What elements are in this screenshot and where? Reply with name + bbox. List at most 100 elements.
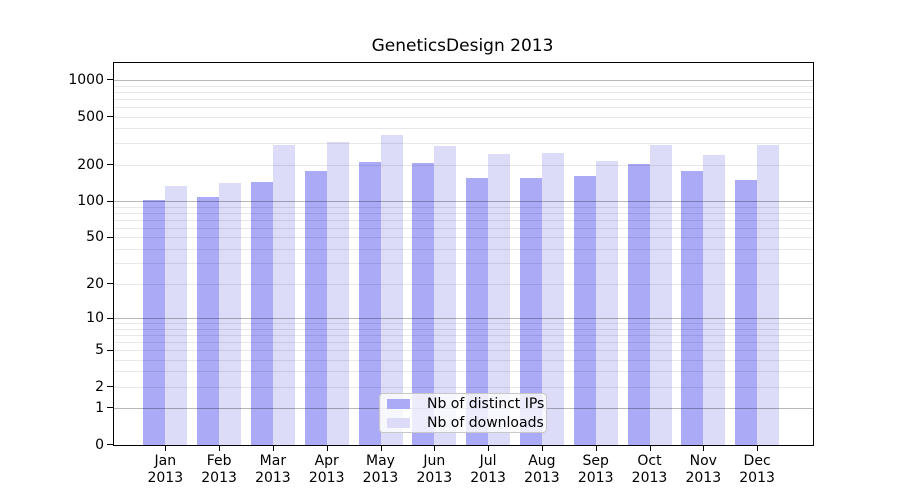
bar-distinct-ips — [519, 178, 542, 445]
major-gridline — [113, 79, 813, 81]
x-tick-year: 2013 — [739, 470, 775, 486]
legend-label-downloads: Nb of downloads — [427, 414, 544, 431]
minor-gridline — [113, 219, 813, 221]
minor-gridline — [113, 283, 813, 285]
legend-swatch-distinct-ips — [387, 398, 410, 409]
bar-downloads — [488, 153, 511, 445]
x-tick-month: Dec — [743, 453, 771, 469]
minor-gridline — [113, 328, 813, 330]
minor-gridline — [113, 237, 813, 238]
x-axis-tick — [380, 444, 382, 451]
minor-gridline — [113, 227, 813, 229]
y-tick-label: 10 — [86, 310, 104, 326]
minor-gridline — [113, 341, 813, 343]
x-tick-month: Jan — [154, 453, 177, 469]
x-tick-month: May — [366, 453, 395, 469]
minor-gridline — [113, 106, 813, 108]
x-tick-label: Jun 2013 — [399, 453, 469, 487]
legend-label-distinct-ips: Nb of distinct IPs — [427, 395, 545, 412]
y-axis-tick — [106, 79, 113, 81]
minor-gridline — [113, 206, 813, 208]
x-axis-tick — [165, 444, 167, 451]
minor-gridline — [113, 350, 813, 351]
plot-area — [106, 61, 814, 451]
x-tick-year: 2013 — [362, 470, 399, 486]
bar-distinct-ips — [250, 182, 273, 445]
minor-gridline — [113, 371, 813, 373]
legend: Nb of distinct IPs Nb of downloads — [379, 393, 547, 433]
x-tick-year: 2013 — [308, 470, 345, 486]
minor-gridline — [113, 334, 813, 336]
y-axis-tick — [106, 407, 113, 409]
x-tick-month: Apr — [314, 453, 339, 469]
bar-downloads — [165, 185, 188, 445]
x-axis-tick — [703, 444, 705, 451]
x-axis-tick — [757, 444, 759, 451]
bar-downloads — [595, 161, 618, 445]
minor-gridline — [113, 263, 813, 265]
major-gridline — [113, 318, 813, 319]
bar-downloads — [380, 135, 403, 445]
y-tick-label: 50 — [86, 229, 104, 245]
bar-distinct-ips — [197, 196, 220, 445]
x-axis-tick — [541, 444, 543, 451]
y-axis-tick — [106, 444, 113, 445]
x-tick-month: Aug — [528, 453, 556, 469]
y-axis-tick — [106, 200, 113, 202]
x-tick-year: 2013 — [147, 470, 184, 486]
x-tick-month: Oct — [637, 453, 662, 469]
x-axis-tick — [595, 444, 597, 451]
minor-gridline — [113, 116, 813, 118]
x-tick-month: Mar — [259, 453, 287, 469]
legend-swatch-downloads — [387, 417, 410, 428]
minor-gridline — [113, 359, 813, 361]
bar-distinct-ips — [412, 162, 435, 445]
minor-gridline — [113, 386, 813, 388]
x-tick-label: Sep 2013 — [561, 453, 631, 487]
minor-gridline — [113, 128, 813, 130]
bar-distinct-ips — [143, 199, 166, 445]
chart-title: GeneticsDesign 2013 — [371, 36, 554, 56]
y-axis-tick — [106, 386, 113, 387]
y-tick-label: 5 — [95, 342, 104, 358]
x-tick-label: Apr 2013 — [292, 453, 362, 487]
y-tick-label: 20 — [86, 275, 104, 292]
x-tick-label: Feb 2013 — [184, 453, 254, 487]
x-axis-tick — [488, 444, 490, 451]
y-axis-tick — [106, 349, 113, 351]
x-tick-month: Sep — [582, 453, 609, 469]
x-tick-year: 2013 — [631, 470, 668, 486]
major-gridline — [113, 201, 813, 202]
bar-distinct-ips — [304, 171, 327, 445]
minor-gridline — [113, 323, 813, 324]
x-axis-tick — [326, 444, 328, 451]
x-tick-label: Jul 2013 — [453, 453, 523, 487]
x-tick-month: Jun — [423, 453, 446, 469]
x-tick-label: Aug 2013 — [507, 453, 577, 487]
y-tick-label: 1 — [95, 399, 104, 416]
bar-downloads — [272, 144, 295, 445]
y-axis-tick — [106, 283, 113, 285]
x-tick-year: 2013 — [524, 470, 560, 486]
x-tick-label: May 2013 — [346, 453, 416, 487]
bar-distinct-ips — [735, 179, 758, 445]
bar-downloads — [434, 145, 457, 445]
x-tick-year: 2013 — [416, 470, 453, 486]
minor-gridline — [113, 143, 813, 145]
y-tick-label: 0 — [95, 436, 104, 453]
y-tick-label: 2 — [95, 378, 104, 395]
bar-downloads — [703, 154, 726, 445]
y-axis-tick — [106, 116, 113, 117]
x-axis-tick — [219, 444, 221, 451]
minor-gridline — [113, 98, 813, 100]
x-tick-month: Nov — [689, 453, 717, 469]
bar-distinct-ips — [358, 162, 381, 445]
minor-gridline — [113, 212, 813, 214]
x-tick-month: Jul — [479, 453, 497, 469]
bar-downloads — [649, 144, 672, 445]
x-tick-year: 2013 — [255, 470, 291, 486]
y-tick-label: 100 — [77, 193, 104, 209]
y-tick-label: 200 — [77, 156, 104, 173]
x-tick-label: Nov 2013 — [668, 453, 738, 487]
